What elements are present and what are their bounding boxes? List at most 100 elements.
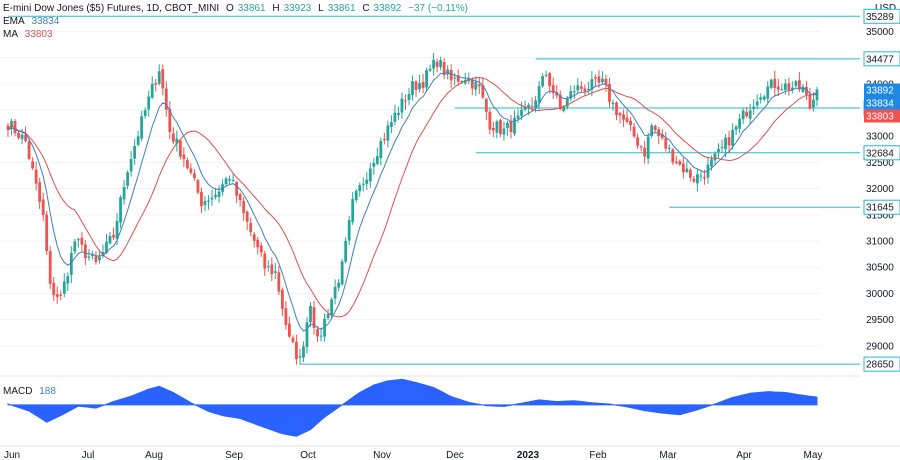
candle-body [615, 102, 618, 115]
candle-body [762, 96, 766, 100]
candle-body [583, 88, 587, 92]
candle-body [27, 141, 31, 159]
price-tick-label: 33000 [866, 132, 894, 143]
candle-body [17, 132, 20, 139]
time-tick-label: Apr [736, 450, 752, 460]
candle-body [69, 252, 73, 275]
candle-body [277, 272, 281, 292]
candlestick-series [6, 52, 819, 365]
candle-body [404, 100, 407, 102]
candle-body [397, 113, 400, 115]
candle-body [59, 294, 63, 296]
candle-body [393, 112, 397, 122]
candle-body [210, 197, 214, 200]
time-tick-label: Nov [373, 450, 391, 460]
candle-body [636, 137, 640, 146]
candle-body [780, 89, 784, 91]
candle-body [101, 252, 105, 257]
level-lines [8, 15, 865, 365]
candle-body [650, 125, 654, 136]
candle-body [766, 86, 770, 99]
candle-body [731, 130, 734, 146]
candle-body [98, 256, 101, 261]
candle-body [126, 172, 129, 186]
candle-body [365, 179, 369, 184]
candle-body [513, 117, 516, 134]
candle-body [787, 83, 791, 90]
candle-body [639, 146, 643, 148]
price-tick-label: 29000 [866, 341, 894, 352]
candle-body [548, 73, 552, 87]
candle-body [295, 341, 298, 360]
candle-body [502, 128, 506, 135]
level-badge-label: 31645 [866, 203, 894, 214]
candle-body [175, 138, 179, 144]
candle-body [755, 101, 759, 106]
price-tick-label: 30000 [866, 289, 894, 300]
candle-body [449, 69, 453, 81]
candle-body [741, 110, 745, 120]
candle-body [55, 294, 59, 297]
candle-body [484, 99, 488, 112]
candle-body [323, 318, 326, 337]
candle-body [207, 200, 210, 202]
candle-body [305, 322, 309, 348]
candle-body [52, 282, 56, 296]
candle-body [389, 122, 393, 128]
candle-body [351, 199, 355, 222]
candle-body [312, 307, 316, 328]
candle-body [453, 77, 457, 79]
chart-grid [0, 30, 820, 347]
candle-body [692, 178, 696, 182]
candle-body [6, 125, 10, 130]
candle-body [344, 241, 348, 262]
candle-body [685, 168, 689, 172]
candle-body [112, 235, 115, 238]
candle-body [537, 85, 541, 103]
candle-body [302, 346, 305, 358]
candle-body [150, 83, 154, 98]
candle-body [34, 169, 38, 184]
candle-body [326, 313, 330, 319]
ma-legend[interactable]: MA 33803 [3, 29, 57, 40]
candle-body [266, 266, 270, 268]
candle-body [601, 78, 604, 82]
candle-body [530, 105, 534, 107]
candle-body [105, 241, 108, 253]
candle-body [62, 281, 66, 294]
candle-body [200, 191, 203, 207]
candle-body [477, 84, 481, 87]
candle-body [287, 323, 291, 337]
candle-body [347, 219, 351, 241]
candle-body [280, 289, 284, 309]
candle-body [238, 194, 242, 201]
candle-body [168, 108, 172, 133]
price-axis[interactable]: USD 29000 29500 30000 30500 31000 31500 32000 32… [860, 0, 900, 460]
ema-legend[interactable]: EMA 33834 [3, 16, 63, 27]
time-tick-label: Dec [446, 450, 464, 460]
candle-body [745, 111, 749, 117]
candle-body [185, 160, 189, 169]
macd-legend[interactable]: MACD 188 [3, 386, 60, 397]
candle-body [193, 173, 196, 179]
candle-body [594, 77, 597, 79]
candle-body [80, 237, 84, 245]
candle-body [203, 201, 207, 206]
candle-body [418, 83, 421, 90]
candle-body [273, 271, 277, 273]
candle-body [710, 159, 713, 167]
candle-body [41, 199, 45, 215]
candle-body [798, 80, 801, 90]
candle-body [790, 87, 794, 90]
symbol-title: E-mini Dow Jones ($5) Futures, 1D, CBOT_… [3, 3, 220, 14]
high-value: 33923 [283, 3, 312, 14]
candle-body [45, 214, 49, 251]
candle-body [544, 74, 548, 76]
time-axis[interactable]: Jun Jul Aug Sep Oct Nov Dec 2023 Feb Mar Apr May [0, 445, 900, 460]
candle-body [783, 83, 787, 90]
candle-body [481, 85, 485, 98]
candle-body [776, 86, 780, 90]
candle-body [488, 111, 492, 130]
ma-label: MA [3, 29, 18, 40]
